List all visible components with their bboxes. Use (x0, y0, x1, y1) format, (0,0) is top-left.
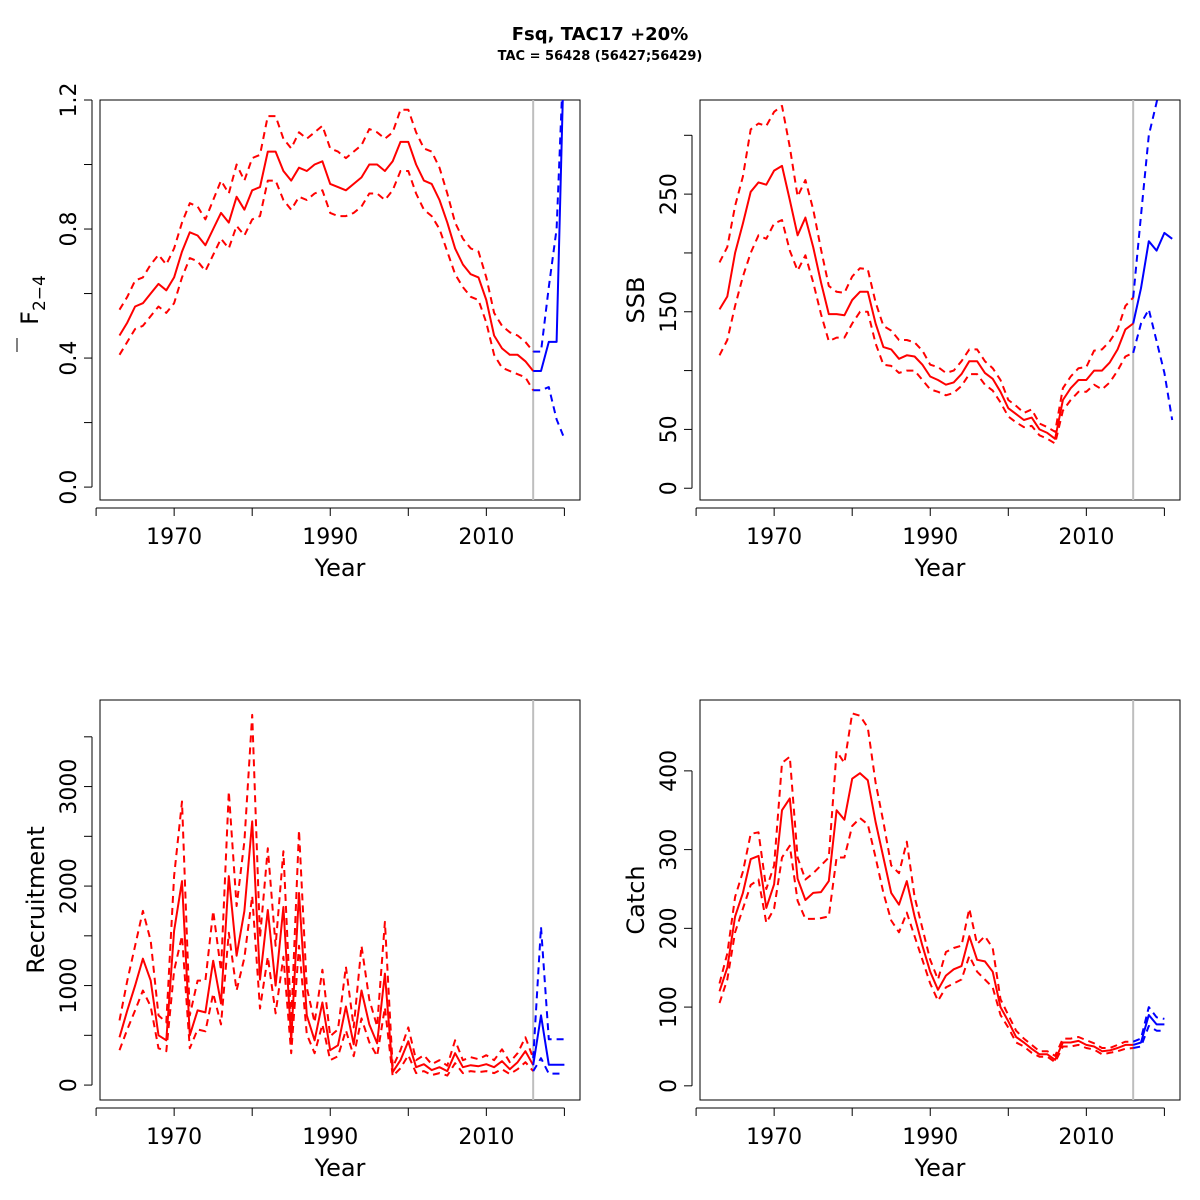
recruitment-series-group (118, 713, 565, 1078)
catch-y-tick-label: 400 (657, 750, 682, 792)
ssb-series-group (718, 100, 1174, 445)
f-projection-upper-line (533, 100, 563, 353)
ssb-x-axis-label: Year (914, 554, 966, 582)
f-bar-panel: 1970 1990 2010 Year 0.0 0.4 0.8 1.2 F2−4 (16, 83, 581, 582)
catch-historic-lower-line (718, 817, 1134, 1064)
recruitment-x-tick-label: 1970 (146, 1125, 202, 1150)
recruitment-historic-upper-line (118, 713, 535, 1069)
catch-x-tick-label: 2010 (1058, 1125, 1114, 1150)
recruitment-plot-frame (99, 699, 581, 1101)
catch-panel: 1970 1990 2010 Year 0 100 200 300 400 Catch (622, 699, 1181, 1182)
catch-plot-frame (699, 699, 1181, 1101)
catch-y-tick-label: 300 (657, 829, 682, 871)
f-y-tick-label: 0.4 (57, 341, 82, 376)
f-x-tick-label: 1990 (302, 525, 358, 550)
ssb-y-tick-label: 250 (657, 173, 682, 215)
catch-x-tick-label: 1990 (902, 1125, 958, 1150)
figure-title: Fsq, TAC17 +20% (512, 24, 689, 45)
ssb-y-tick-label: 50 (657, 415, 682, 443)
recruitment-y-tick-label: 1000 (57, 958, 82, 1014)
catch-projection-upper-line (1132, 1006, 1165, 1043)
ssb-panel: 1970 1990 2010 Year 0 50 150 250 SSB (622, 99, 1181, 582)
f-plot-frame (99, 99, 581, 501)
f-y-tick-label: 0.8 (57, 212, 82, 247)
recruitment-y-tick-label: 2000 (57, 858, 82, 914)
catch-x-tick-label: 1970 (746, 1125, 802, 1150)
recruitment-y-axis-label: Recruitment (22, 826, 50, 973)
catch-y-axis-label: Catch (622, 865, 650, 934)
ssb-y-tick-label: 150 (657, 291, 682, 333)
catch-projection-lower-line (1133, 1025, 1165, 1049)
ssb-historic-median-line (718, 164, 1134, 440)
f-y-tick-label: 0.0 (57, 470, 82, 505)
f-historic-median-line (118, 140, 534, 372)
ssb-x-tick-label: 1990 (902, 525, 958, 550)
ssb-x-tick-label: 2010 (1058, 525, 1114, 550)
f-y-tick-label: 1.2 (57, 83, 82, 118)
f-projection-median-line (533, 100, 564, 372)
recruitment-projection-upper-line (532, 925, 565, 1059)
catch-historic-upper-line (718, 712, 1134, 1057)
recruitment-historic-lower-line (118, 895, 534, 1078)
f-y-axis-label: F2−4 (16, 275, 50, 325)
f-x-axis-label: Year (314, 554, 366, 582)
ssb-y-axis-label: SSB (622, 277, 650, 324)
recruitment-projection-lower-line (532, 1057, 565, 1075)
catch-y-tick-label: 100 (657, 986, 682, 1028)
recruitment-x-tick-label: 2010 (458, 1125, 514, 1150)
catch-historic-median-line (718, 772, 1134, 1061)
recruitment-historic-median-line (118, 820, 535, 1074)
recruitment-x-tick-label: 1990 (302, 1125, 358, 1150)
f-x-tick-label: 1970 (146, 525, 202, 550)
recruitment-projection-median-line (532, 1014, 565, 1066)
catch-projection-median-line (1132, 1014, 1165, 1046)
figure-subtitle: TAC = 56428 (56427;56429) (498, 49, 703, 64)
f-projection-lower-line (533, 386, 566, 440)
ssb-historic-lower-line (718, 219, 1134, 445)
catch-y-tick-label: 200 (657, 907, 682, 949)
f-historic-upper-line (118, 108, 534, 353)
f-series-group (118, 100, 566, 440)
ssb-projection-lower-line (1132, 308, 1174, 421)
recruitment-panel: 1970 1990 2010 Year 0 1000 2000 3000 Recruitment (22, 699, 581, 1182)
f-historic-lower-line (118, 170, 535, 391)
ssb-x-tick-label: 1970 (746, 525, 802, 550)
catch-series-group (718, 712, 1165, 1064)
f-x-tick-label: 2010 (458, 525, 514, 550)
ssb-projection-median-line (1132, 231, 1173, 324)
ssb-historic-upper-line (718, 104, 1134, 433)
recruitment-y-tick-label: 3000 (57, 759, 82, 815)
recruitment-x-axis-label: Year (314, 1154, 366, 1182)
catch-y-tick-label: 0 (657, 1079, 682, 1093)
ssb-y-tick-label: 0 (657, 481, 682, 495)
catch-x-axis-label: Year (914, 1154, 966, 1182)
ssb-plot-frame (699, 99, 1181, 501)
recruitment-y-tick-label: 0 (57, 1078, 82, 1092)
